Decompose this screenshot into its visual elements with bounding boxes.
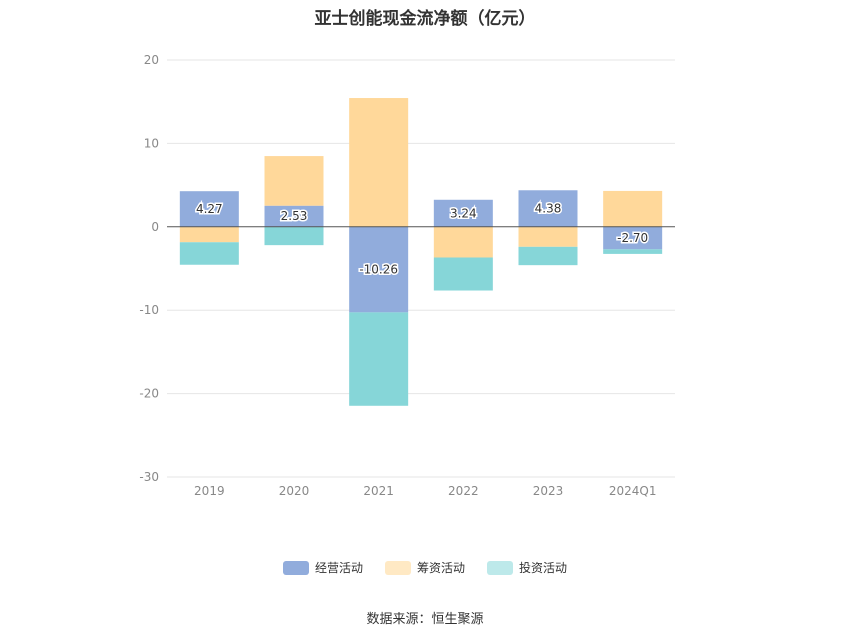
data-label: 4.27	[196, 202, 223, 216]
bar-2-2021[interactable]	[349, 312, 409, 406]
bar-1-2024Q1[interactable]	[603, 190, 663, 227]
y-tick-label: -10	[139, 303, 159, 317]
bar-1-2023[interactable]	[518, 226, 578, 247]
y-tick-label: -20	[139, 387, 159, 401]
bar-0-2021[interactable]	[349, 226, 409, 313]
data-label: 3.24	[450, 206, 477, 220]
data-label: -2.70	[617, 231, 648, 245]
x-tick-label: 2019	[194, 484, 225, 498]
bars	[179, 98, 663, 406]
bar-2-2023[interactable]	[518, 246, 578, 266]
y-tick-label: 0	[151, 220, 159, 234]
x-tick-label: 2020	[279, 484, 310, 498]
axis-labels: 20 10 0 -10 -20 -30 2019 2020 2021 2022 2023 2024Q1	[139, 53, 656, 498]
data-label: 2.53	[281, 209, 308, 223]
legend-item-operating[interactable]: 经营活动	[282, 559, 363, 576]
bar-1-2020[interactable]	[264, 156, 324, 206]
bar-1-2021[interactable]	[349, 98, 409, 227]
grid-lines	[167, 59, 675, 478]
x-tick-label: 2023	[533, 484, 564, 498]
x-tick-label: 2022	[448, 484, 479, 498]
bar-0-2023[interactable]	[518, 190, 578, 227]
y-tick-label: 10	[144, 136, 159, 150]
legend-item-financing[interactable]: 筹资活动	[384, 559, 465, 576]
y-tick-label: -30	[139, 470, 159, 484]
bar-0-2020[interactable]	[264, 205, 324, 227]
legend-item-investing[interactable]: 投资活动	[487, 559, 567, 576]
bar-2-2022[interactable]	[433, 257, 493, 291]
data-label: 4.38	[535, 202, 562, 216]
data-label: -10.26	[359, 263, 398, 277]
chart-title: 亚士创能现金流净额（亿元）	[314, 9, 536, 29]
bar-0-2022[interactable]	[433, 199, 493, 227]
legend-swatch-financing	[384, 560, 411, 575]
legend: 经营活动 筹资活动 投资活动	[0, 559, 850, 576]
legend-label-operating: 经营活动	[314, 561, 363, 575]
legend-swatch-investing	[487, 560, 513, 575]
x-tick-label: 2024Q1	[609, 484, 657, 498]
bar-2-2024Q1[interactable]	[603, 249, 663, 254]
bar-0-2024Q1[interactable]	[603, 226, 663, 250]
legend-swatch-operating	[282, 560, 309, 575]
legend-label-investing: 投资活动	[519, 561, 568, 575]
bar-0-2019[interactable]	[179, 191, 239, 227]
bar-1-2019[interactable]	[179, 226, 239, 243]
bar-2-2019[interactable]	[179, 242, 239, 265]
y-tick-label: 20	[144, 53, 159, 67]
data-source: 数据来源：恒生聚源	[366, 612, 484, 627]
legend-label-financing: 筹资活动	[416, 561, 465, 575]
bar-1-2022[interactable]	[433, 226, 493, 258]
bar-2-2020[interactable]	[264, 226, 324, 246]
x-tick-label: 2021	[363, 484, 394, 498]
data-labels: 4.27 2.53 -10.26 3.24 4.38 -2.70	[194, 200, 649, 278]
